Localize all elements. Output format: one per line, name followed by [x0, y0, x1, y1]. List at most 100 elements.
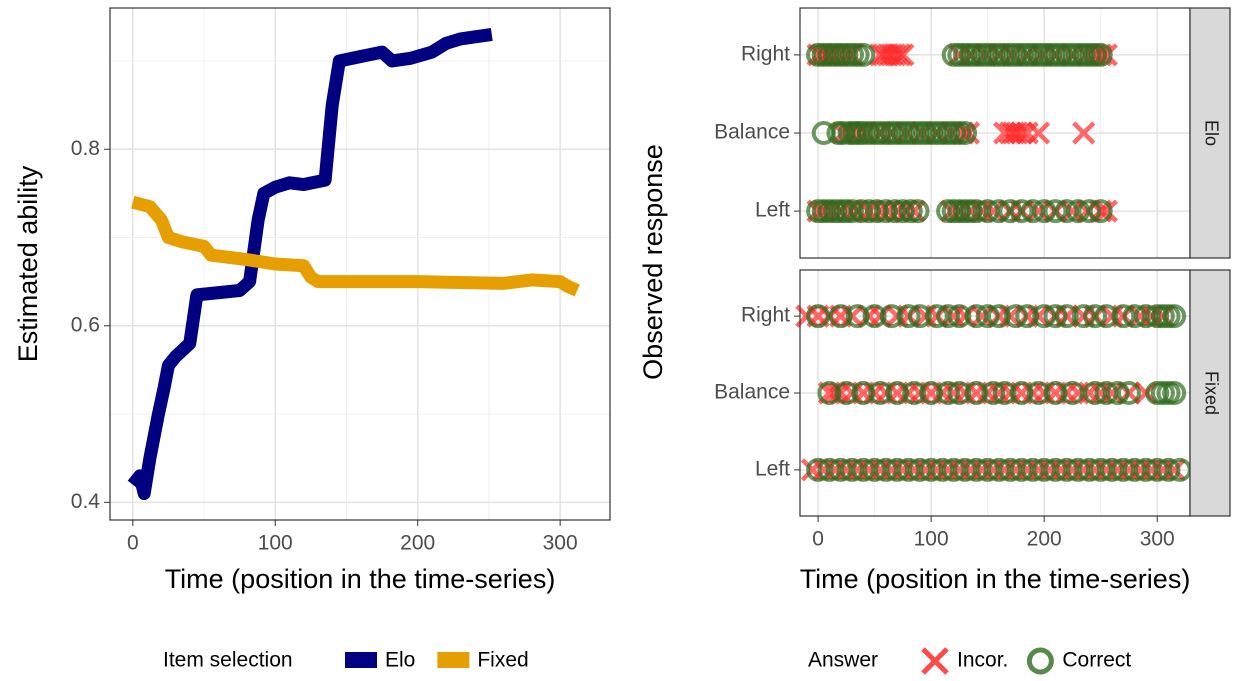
- correct-marker: [1156, 457, 1181, 482]
- correct-marker: [986, 457, 1011, 482]
- x-axis-title: Time (position in the time-series): [165, 564, 556, 594]
- x-tick-label: 0: [812, 528, 824, 551]
- correct-marker: [828, 304, 853, 329]
- correct-marker: [851, 381, 876, 405]
- correct-marker: [879, 304, 904, 329]
- correct-marker: [1054, 304, 1079, 329]
- incorrect-marker: [1009, 121, 1034, 145]
- legend-label: Correct: [1062, 649, 1131, 672]
- correct-marker: [1083, 381, 1108, 405]
- correct-marker: [953, 457, 978, 482]
- correct-marker: [905, 199, 930, 224]
- correct-marker: [1111, 304, 1136, 329]
- correct-marker: [1043, 199, 1068, 224]
- correct-marker: [986, 199, 1011, 224]
- x-tick-label: 300: [543, 532, 578, 555]
- correct-marker: [840, 199, 864, 224]
- y-tick-label: Balance: [714, 381, 790, 404]
- incorrect-marker: [1162, 458, 1186, 482]
- correct-marker: [964, 381, 989, 405]
- x-tick-label: 100: [914, 528, 949, 551]
- incorrect-marker: [1026, 199, 1051, 223]
- correct-marker: [873, 199, 898, 224]
- correct-marker: [924, 304, 949, 329]
- correct-marker: [1111, 457, 1136, 482]
- correct-marker: [1122, 457, 1147, 482]
- y-tick-label: 0.8: [71, 137, 100, 160]
- correct-marker: [1009, 457, 1034, 482]
- legend-label: Elo: [385, 649, 415, 672]
- correct-marker: [1077, 199, 1102, 224]
- correct-marker: [1054, 457, 1079, 482]
- correct-marker: [907, 304, 932, 329]
- correct-marker: [1032, 457, 1057, 482]
- correct-marker: [1009, 381, 1034, 405]
- correct-marker: [845, 304, 870, 329]
- y-tick-label: Left: [755, 457, 790, 480]
- correct-marker: [936, 381, 961, 405]
- x-tick-label: 300: [1140, 528, 1175, 551]
- correct-marker: [1043, 381, 1068, 405]
- x-axis-title: Time (position in the time-series): [800, 564, 1191, 594]
- incorrect-marker: [1100, 381, 1124, 405]
- y-axis-title: Observed response: [638, 144, 668, 380]
- correct-marker: [1066, 199, 1091, 224]
- y-tick-label: 0.6: [71, 313, 100, 336]
- correct-marker: [1088, 42, 1113, 67]
- correct-marker: [1020, 199, 1045, 224]
- correct-marker: [1077, 457, 1102, 482]
- correct-marker: [964, 304, 989, 329]
- correct-marker: [1133, 304, 1158, 329]
- incorrect-marker: [1026, 121, 1051, 145]
- facet-strip: [1189, 269, 1231, 517]
- correct-marker: [1043, 457, 1068, 482]
- correct-marker: [953, 121, 978, 145]
- correct-marker: [840, 457, 864, 482]
- correct-marker: [862, 304, 887, 329]
- incorrect-marker: [981, 199, 1005, 223]
- correct-marker: [1088, 199, 1113, 224]
- correct-marker: [851, 42, 876, 67]
- incorrect-marker: [891, 43, 915, 67]
- incorrect-marker: [1094, 199, 1118, 223]
- correct-marker: [992, 381, 1017, 405]
- correct-marker: [1100, 457, 1124, 482]
- correct-marker: [964, 199, 989, 224]
- correct-marker: [851, 457, 876, 482]
- correct-marker: [885, 381, 910, 405]
- correct-marker: [941, 457, 966, 482]
- correct-marker: [849, 199, 874, 224]
- correct-marker: [919, 457, 944, 482]
- correct-marker: [986, 304, 1011, 329]
- correct-marker: [1066, 457, 1091, 482]
- y-tick-label: Right: [741, 42, 790, 65]
- correct-marker: [981, 381, 1006, 405]
- correct-marker: [1122, 304, 1147, 329]
- correct-marker: [1145, 457, 1170, 482]
- incorrect-marker: [887, 43, 912, 67]
- facet-label: Fixed: [1201, 371, 1221, 415]
- correct-marker: [947, 381, 972, 405]
- x-tick-label: 200: [1027, 528, 1062, 551]
- correct-marker: [1083, 304, 1108, 329]
- correct-marker: [896, 457, 921, 482]
- incorrect-marker: [970, 304, 994, 328]
- correct-marker: [1032, 304, 1057, 329]
- correct-marker: [1026, 381, 1051, 405]
- correct-marker: [1088, 457, 1113, 482]
- incorrect-marker: [883, 43, 907, 67]
- y-tick-label: Balance: [714, 121, 790, 144]
- correct-marker: [862, 457, 887, 482]
- legend-key: [345, 652, 377, 668]
- legend-label: Fixed: [477, 649, 528, 672]
- correct-marker: [975, 457, 1000, 482]
- correct-marker: [1032, 199, 1057, 224]
- correct-marker: [828, 457, 853, 482]
- correct-marker: [902, 381, 927, 405]
- correct-marker: [1116, 381, 1141, 405]
- correct-marker: [1094, 304, 1119, 329]
- correct-marker: [964, 457, 989, 482]
- correct-marker: [936, 304, 961, 329]
- correct-marker: [898, 199, 923, 224]
- correct-marker: [1060, 381, 1085, 405]
